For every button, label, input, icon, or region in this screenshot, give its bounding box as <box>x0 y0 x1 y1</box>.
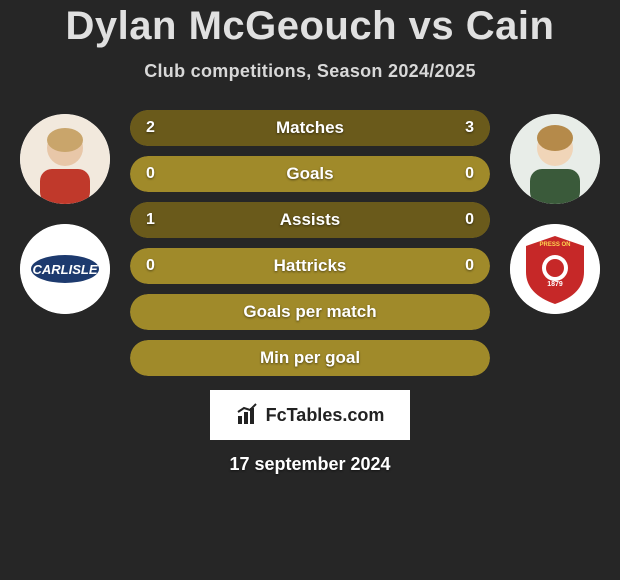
player-right-avatar <box>510 114 600 204</box>
stat-label: Goals <box>286 164 333 184</box>
stat-value-left: 0 <box>146 165 155 183</box>
stat-bar: 1 0 Assists <box>130 202 490 238</box>
club-badge-icon: PRESS ON 1879 <box>510 224 600 314</box>
footer-logo[interactable]: FcTables.com <box>210 390 410 440</box>
footer-date: 17 september 2024 <box>10 454 610 475</box>
stat-value-right: 0 <box>465 257 474 275</box>
comparison-grid: CARLISLE 2 3 Matches 0 0 Goals 1 0 Assists 0 0 Hatt… <box>10 110 610 376</box>
footer-logo-text: FcTables.com <box>266 405 385 426</box>
stat-bar: 0 0 Goals <box>130 156 490 192</box>
stat-value-left: 2 <box>146 119 155 137</box>
stat-bars: 2 3 Matches 0 0 Goals 1 0 Assists 0 0 Hattricks Goal… <box>130 110 490 376</box>
page-subtitle: Club competitions, Season 2024/2025 <box>10 61 610 82</box>
stat-value-right: 0 <box>465 211 474 229</box>
right-side: PRESS ON 1879 <box>500 110 610 314</box>
stat-bar: Min per goal <box>130 340 490 376</box>
stat-label: Assists <box>280 210 340 230</box>
club-badge-icon: CARLISLE <box>20 224 110 314</box>
club-left-badge: CARLISLE <box>20 224 110 314</box>
page-title: Dylan McGeouch vs Cain <box>10 0 610 49</box>
svg-text:1879: 1879 <box>547 281 563 288</box>
stat-label: Hattricks <box>274 256 347 276</box>
stat-bar: 0 0 Hattricks <box>130 248 490 284</box>
avatar-placeholder-icon <box>20 114 110 204</box>
player-left-avatar <box>20 114 110 204</box>
left-side: CARLISLE <box>10 110 120 314</box>
stat-value-right: 0 <box>465 165 474 183</box>
stat-label: Min per goal <box>260 348 360 368</box>
stat-value-right: 3 <box>465 119 474 137</box>
comparison-card: Dylan McGeouch vs Cain Club competitions… <box>0 0 620 475</box>
stat-bar: 2 3 Matches <box>130 110 490 146</box>
stat-bar: Goals per match <box>130 294 490 330</box>
stat-value-left: 1 <box>146 211 155 229</box>
chart-icon <box>236 402 262 428</box>
svg-text:CARLISLE: CARLISLE <box>33 262 98 277</box>
stat-label: Goals per match <box>243 302 376 322</box>
avatar-placeholder-icon <box>510 114 600 204</box>
stat-label: Matches <box>276 118 344 138</box>
svg-text:PRESS ON: PRESS ON <box>539 242 570 248</box>
stat-value-left: 0 <box>146 257 155 275</box>
club-right-badge: PRESS ON 1879 <box>510 224 600 314</box>
